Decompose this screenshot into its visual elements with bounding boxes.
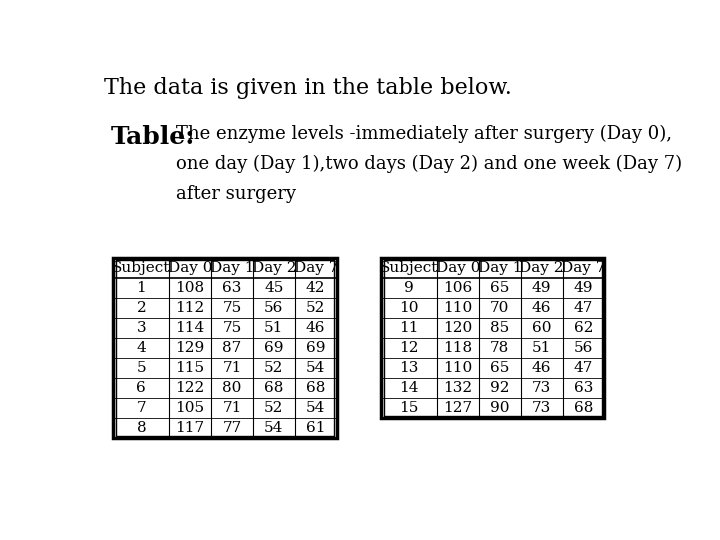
Bar	[116, 260, 334, 436]
Text: 6: 6	[137, 381, 146, 395]
Text: 13: 13	[400, 361, 419, 375]
Text: 65: 65	[490, 281, 510, 295]
Text: 90: 90	[490, 401, 510, 415]
Text: Day 1: Day 1	[477, 261, 522, 275]
Text: 52: 52	[264, 401, 284, 415]
Text: 47: 47	[574, 361, 593, 375]
Text: 7: 7	[137, 401, 146, 415]
Text: 56: 56	[574, 341, 593, 355]
Text: 85: 85	[490, 321, 510, 335]
Text: 70: 70	[490, 301, 510, 315]
Text: 56: 56	[264, 301, 284, 315]
Text: 69: 69	[264, 341, 284, 355]
Text: Table:: Table:	[111, 125, 196, 149]
Text: Day 7: Day 7	[294, 261, 338, 275]
Text: 75: 75	[222, 321, 242, 335]
Text: 117: 117	[176, 421, 204, 435]
Text: 5: 5	[137, 361, 146, 375]
Text: 12: 12	[400, 341, 419, 355]
Text: 68: 68	[306, 381, 325, 395]
Text: Day 1: Day 1	[210, 261, 254, 275]
Text: Subject: Subject	[380, 261, 438, 275]
Text: 65: 65	[490, 361, 510, 375]
Text: Day 0: Day 0	[436, 261, 480, 275]
Text: 112: 112	[176, 301, 204, 315]
Text: one day (Day 1),two days (Day 2) and one week (Day 7): one day (Day 1),two days (Day 2) and one…	[176, 155, 683, 173]
Text: 114: 114	[176, 321, 204, 335]
Text: Day 2: Day 2	[519, 261, 564, 275]
Text: 62: 62	[574, 321, 593, 335]
Text: 15: 15	[400, 401, 419, 415]
Text: 118: 118	[444, 341, 472, 355]
Text: 54: 54	[264, 421, 284, 435]
Text: 78: 78	[490, 341, 510, 355]
Bar	[382, 258, 605, 418]
Text: 14: 14	[400, 381, 419, 395]
Text: 1: 1	[137, 281, 146, 295]
Text: 110: 110	[444, 361, 472, 375]
Bar	[384, 260, 602, 416]
Text: 46: 46	[306, 321, 325, 335]
Text: 3: 3	[137, 321, 146, 335]
Text: 120: 120	[444, 321, 472, 335]
Text: Day 0: Day 0	[168, 261, 212, 275]
Text: 2: 2	[137, 301, 146, 315]
Text: 68: 68	[264, 381, 284, 395]
Text: 63: 63	[222, 281, 242, 295]
Text: 115: 115	[176, 361, 204, 375]
Text: Subject: Subject	[112, 261, 171, 275]
Text: 71: 71	[222, 401, 242, 415]
Text: Day 7: Day 7	[562, 261, 606, 275]
Text: 49: 49	[532, 281, 552, 295]
Text: 10: 10	[400, 301, 419, 315]
Text: 46: 46	[532, 361, 552, 375]
Text: 108: 108	[176, 281, 204, 295]
Text: 127: 127	[444, 401, 472, 415]
Text: 106: 106	[444, 281, 472, 295]
Text: 71: 71	[222, 361, 242, 375]
Text: 87: 87	[222, 341, 242, 355]
Text: 68: 68	[574, 401, 593, 415]
Text: The data is given in the table below.: The data is given in the table below.	[104, 77, 512, 99]
Text: 80: 80	[222, 381, 242, 395]
Text: 47: 47	[574, 301, 593, 315]
Text: 51: 51	[532, 341, 552, 355]
Text: 132: 132	[444, 381, 472, 395]
Text: 46: 46	[532, 301, 552, 315]
Text: The enzyme levels -immediately after surgery (Day 0),: The enzyme levels -immediately after sur…	[176, 125, 672, 143]
Text: 52: 52	[264, 361, 284, 375]
Text: 51: 51	[264, 321, 284, 335]
Text: 54: 54	[306, 401, 325, 415]
Text: 105: 105	[176, 401, 204, 415]
Text: after surgery: after surgery	[176, 185, 297, 203]
Text: 54: 54	[306, 361, 325, 375]
Text: 122: 122	[176, 381, 204, 395]
Text: Day 2: Day 2	[251, 261, 296, 275]
Text: 92: 92	[490, 381, 510, 395]
Text: 73: 73	[532, 381, 552, 395]
Text: 8: 8	[137, 421, 146, 435]
Text: 61: 61	[306, 421, 325, 435]
Text: 69: 69	[306, 341, 325, 355]
Text: 4: 4	[137, 341, 146, 355]
Text: 45: 45	[264, 281, 284, 295]
Text: 9: 9	[405, 281, 414, 295]
Text: 60: 60	[532, 321, 552, 335]
Text: 77: 77	[222, 421, 242, 435]
Text: 73: 73	[532, 401, 552, 415]
Text: 129: 129	[176, 341, 204, 355]
Text: 75: 75	[222, 301, 242, 315]
Text: 49: 49	[574, 281, 593, 295]
Text: 110: 110	[444, 301, 472, 315]
Text: 42: 42	[306, 281, 325, 295]
Text: 52: 52	[306, 301, 325, 315]
Text: 63: 63	[574, 381, 593, 395]
Bar	[114, 258, 337, 438]
Text: 11: 11	[400, 321, 419, 335]
